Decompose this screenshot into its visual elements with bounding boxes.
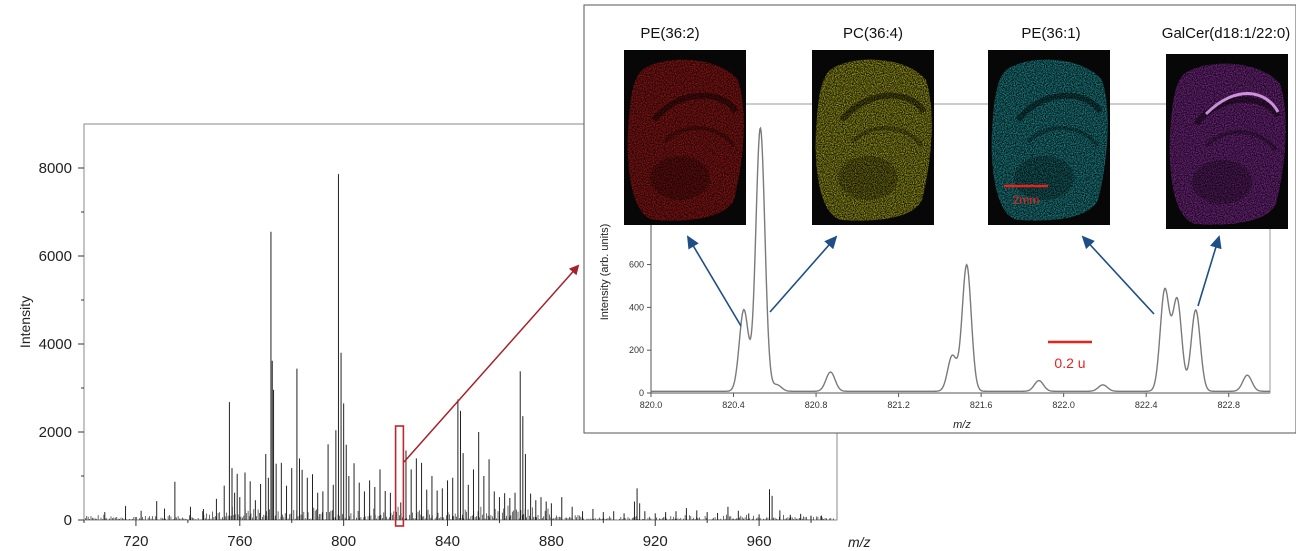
tissue-section: [815, 59, 932, 221]
ion-image-galcer: [1166, 54, 1288, 229]
tissue-layer: [662, 126, 736, 148]
x-tick-label: 880: [539, 533, 564, 550]
tissue-layer: [839, 92, 927, 122]
inset-x-tick-label: 820.0: [640, 400, 663, 410]
tissue-layer: [651, 92, 739, 122]
y-tick-label: 4000: [39, 336, 72, 353]
inset-spectrum-trace: [651, 126, 1270, 392]
x-tick-label: 960: [747, 533, 772, 550]
ion-image-title-pe-36-2: PE(36:2): [640, 25, 699, 42]
tissue-layer: [1026, 126, 1100, 148]
x-tick-label: 800: [331, 533, 356, 550]
peak-to-image-arrows: [686, 235, 1222, 327]
main-x-axis-title: m/z: [848, 534, 871, 550]
main-y-axis: 0 2000 4000 6000 8000: [39, 160, 84, 529]
white-matter-tract: [1204, 92, 1280, 116]
tissue-region: [1014, 156, 1074, 200]
arrow-pe-36-1: [1081, 235, 1155, 315]
ion-images: [624, 50, 1288, 229]
main-y-axis-title: Intensity: [17, 296, 33, 348]
baseline-noise-path: [84, 505, 834, 520]
ion-image-titles: PE(36:2) PC(36:4) PE(36:1) GalCer(d18:1/…: [640, 25, 1290, 42]
main-peak-series: [104, 174, 822, 520]
main-baseline-noise: [84, 505, 834, 520]
inset-x-tick-label: 821.2: [887, 400, 910, 410]
tissue-layer: [1204, 130, 1278, 152]
ion-image-title-pe-36-1: PE(36:1): [1021, 25, 1080, 42]
tissue-layer: [1015, 92, 1103, 122]
ion-image-pc-36-4: [812, 50, 934, 225]
zoom-pointer-arrow: [403, 264, 580, 463]
inset-y-tick-label: 400: [629, 302, 644, 312]
ion-image-title-galcer: GalCer(d18:1/22:0): [1162, 25, 1290, 42]
inset-y-axis-title: Intensity (arb. units): [599, 224, 611, 321]
inset-x-tick-label: 822.4: [1135, 400, 1158, 410]
arrow-galcer: [1197, 235, 1222, 307]
inset-x-tick-label: 821.6: [970, 400, 993, 410]
inset-x-tick-label: 820.8: [805, 400, 828, 410]
ion-image-pe-36-1: [988, 50, 1110, 225]
x-tick-label: 760: [227, 533, 252, 550]
y-tick-label: 2000: [39, 424, 72, 441]
inset-x-tick-label: 820.4: [722, 400, 745, 410]
tissue-region: [1192, 160, 1252, 204]
ion-image-pe-36-2: [624, 50, 746, 225]
y-tick-label: 0: [64, 512, 72, 529]
image-scale-bar: 2mm: [1004, 184, 1048, 207]
inset-y-tick-label: 0: [639, 388, 644, 398]
inset-x-axis-title: m/z: [953, 419, 971, 431]
highlight-box: [394, 425, 405, 527]
zoom-inset-panel: 020040060011 820.0820.4820.8821.2821.682…: [583, 4, 1296, 434]
main-x-axis: 720 760 800 840 880 920 960: [83, 520, 812, 550]
y-tick-label: 6000: [39, 248, 72, 265]
tissue-section: [627, 59, 744, 221]
inset-x-tick-label: 822.0: [1052, 400, 1075, 410]
inset-y-tick-label: 200: [629, 345, 644, 355]
tissue-layer: [850, 126, 924, 148]
mz-scale-bar-label: 0.2 u: [1054, 355, 1085, 371]
tissue-section: [991, 59, 1108, 221]
inset-y-tick-label: 600: [629, 260, 644, 270]
x-tick-label: 840: [435, 533, 460, 550]
ion-image-title-pc-36-4: PC(36:4): [843, 25, 903, 42]
y-tick-label: 8000: [39, 160, 72, 177]
arrow-pe-36-2: [686, 235, 742, 327]
inset-x-axis: 820.0 820.4 820.8 821.2 821.6 822.0 822.4 822.8: [640, 393, 1240, 410]
inset-x-tick-label: 822.8: [1217, 400, 1240, 410]
arrow-pc-36-4: [769, 235, 838, 313]
image-scale-bar-label: 2mm: [1013, 193, 1040, 207]
x-tick-label: 720: [123, 533, 148, 550]
tissue-region: [838, 156, 898, 200]
tissue-section: [1169, 63, 1286, 225]
tissue-layer: [1193, 96, 1281, 126]
x-tick-label: 920: [643, 533, 668, 550]
tissue-region: [650, 156, 710, 200]
